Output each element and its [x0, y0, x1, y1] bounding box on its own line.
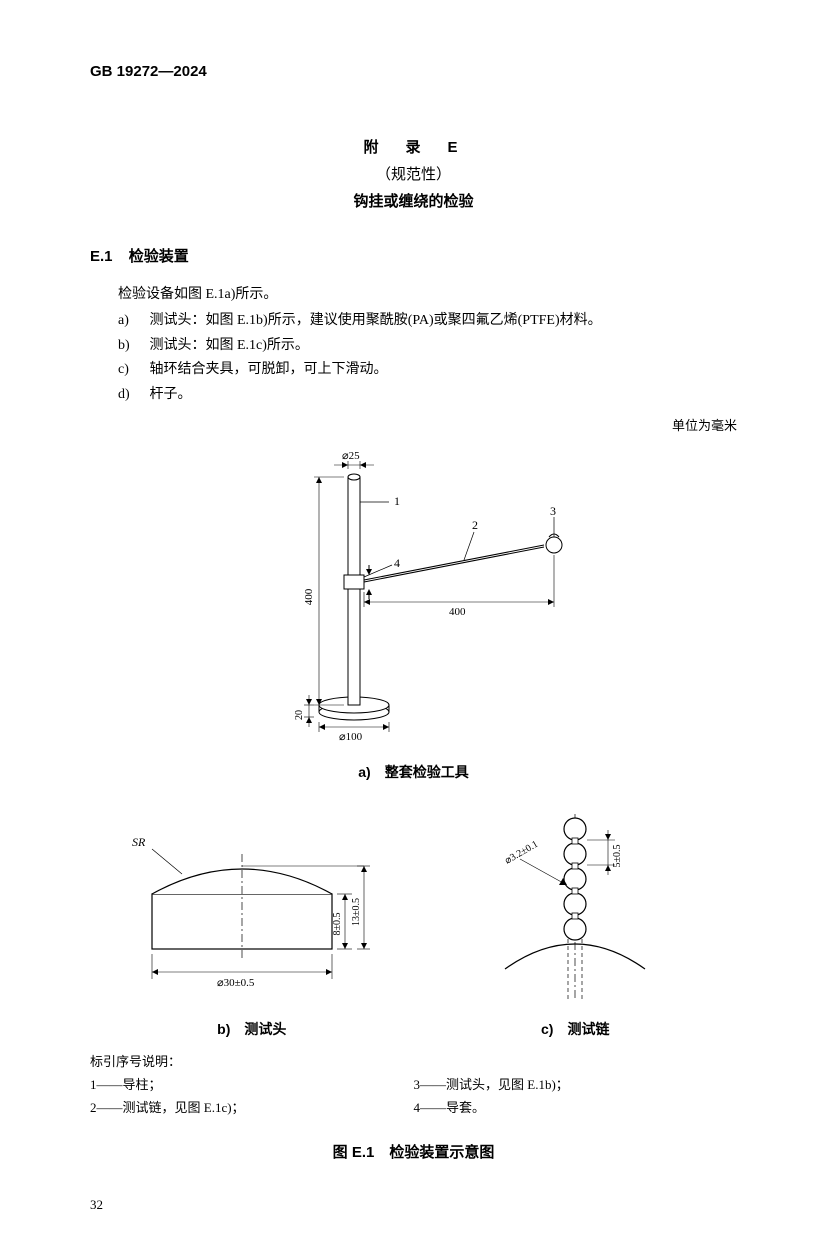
figure-c-caption: c) 测试链 — [414, 1018, 738, 1040]
figure-a: 1 2 3 4 ⌀25 400 400 20 — [90, 447, 737, 784]
list-marker: a) — [118, 310, 146, 332]
fig-a-label4: 4 — [394, 556, 400, 570]
fig-a-dim-d100: ⌀100 — [339, 731, 363, 743]
fig-a-dim-h400: 400 — [303, 588, 315, 605]
fig-a-label2: 2 — [472, 518, 478, 532]
standard-id: GB 19272—2024 — [90, 60, 737, 84]
figure-row-bc: SR 8±0.5 13±0.5 ⌀30±0.5 b) 测试头 — [90, 804, 737, 1041]
fig-b-dim-h13: 13±0.5 — [351, 898, 362, 926]
figure-c-svg: ⌀3.2±0.1 5±0.5 — [455, 804, 695, 1004]
legend: 标引序号说明： 1——导柱； 2——测试链，见图 E.1c)； 3——测试头，见… — [90, 1050, 737, 1120]
fig-a-dim-w400: 400 — [449, 606, 466, 618]
fig-c-dim-d3: ⌀3.2±0.1 — [503, 838, 540, 866]
legend-col-right: 3——测试头，见图 E.1b)； 4——导套。 — [414, 1050, 738, 1120]
fig-c-dim-h5: 5±0.5 — [612, 844, 623, 867]
appendix-nature: （规范性） — [90, 161, 737, 188]
main-figure-caption: 图 E.1 检验装置示意图 — [90, 1141, 737, 1165]
list-text: 杆子。 — [150, 387, 192, 402]
list-text: 测试头：如图 E.1c)所示。 — [150, 338, 309, 353]
fig-a-label3: 3 — [550, 504, 556, 518]
page-number: 32 — [90, 1195, 737, 1216]
legend-heading: 标引序号说明： — [90, 1052, 414, 1073]
list-item-b: b) 测试头：如图 E.1c)所示。 — [118, 335, 737, 357]
list-item-d: d) 杆子。 — [118, 384, 737, 406]
legend-col-left: 标引序号说明： 1——导柱； 2——测试链，见图 E.1c)； — [90, 1050, 414, 1120]
list-text: 轴环结合夹具，可脱卸，可上下滑动。 — [150, 362, 388, 377]
figure-c: ⌀3.2±0.1 5±0.5 c) 测试链 — [414, 804, 738, 1041]
unit-note: 单位为毫米 — [90, 416, 737, 437]
section-title: 检验装置 — [129, 248, 189, 265]
fig-a-dim-d25: ⌀25 — [342, 450, 360, 462]
fig-a-label1: 1 — [394, 494, 400, 508]
figure-a-caption: a) 整套检验工具 — [90, 761, 737, 783]
section-number: E.1 — [90, 248, 113, 265]
list-marker: c) — [118, 359, 146, 381]
list-marker: d) — [118, 384, 146, 406]
figure-a-svg: 1 2 3 4 ⌀25 400 400 20 — [214, 447, 614, 747]
list-item-a: a) 测试头：如图 E.1b)所示，建议使用聚酰胺(PA)或聚四氟乙烯(PTFE… — [118, 310, 737, 332]
fig-b-sr: SR — [132, 835, 146, 849]
appendix-letter: 附 录 E — [90, 134, 737, 161]
figure-b: SR 8±0.5 13±0.5 ⌀30±0.5 b) 测试头 — [90, 824, 414, 1041]
legend-item-1: 1——导柱； — [90, 1075, 414, 1096]
fig-b-dim-d30: ⌀30±0.5 — [217, 977, 255, 989]
appendix-header: 附 录 E （规范性） 钩挂或缠绕的检验 — [90, 134, 737, 215]
list-text: 测试头：如图 E.1b)所示，建议使用聚酰胺(PA)或聚四氟乙烯(PTFE)材料… — [150, 313, 602, 328]
figure-b-svg: SR 8±0.5 13±0.5 ⌀30±0.5 — [112, 824, 392, 1004]
legend-item-2: 2——测试链，见图 E.1c)； — [90, 1098, 414, 1119]
figure-b-caption: b) 测试头 — [90, 1018, 414, 1040]
legend-item-3: 3——测试头，见图 E.1b)； — [414, 1075, 738, 1096]
list-item-c: c) 轴环结合夹具，可脱卸，可上下滑动。 — [118, 359, 737, 381]
section-heading: E.1 检验装置 — [90, 245, 737, 269]
appendix-title: 钩挂或缠绕的检验 — [90, 188, 737, 215]
legend-item-4: 4——导套。 — [414, 1098, 738, 1119]
intro-paragraph: 检验设备如图 E.1a)所示。 — [90, 284, 737, 306]
fig-b-dim-h8: 8±0.5 — [332, 912, 343, 935]
list-marker: b) — [118, 335, 146, 357]
fig-a-dim-h20: 20 — [294, 710, 305, 720]
